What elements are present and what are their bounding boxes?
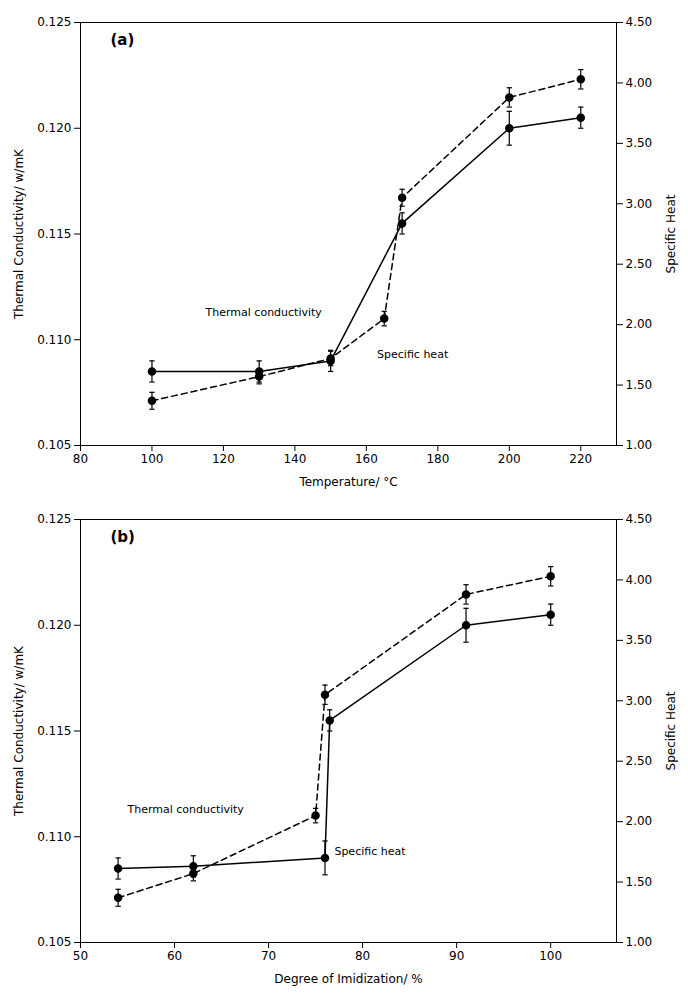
svg-text:1.50: 1.50 [626,875,653,889]
svg-text:Specific Heat: Specific Heat [664,691,678,770]
svg-text:(b): (b) [111,528,135,546]
svg-text:1.50: 1.50 [626,378,653,392]
svg-text:70: 70 [261,949,276,963]
svg-text:2.00: 2.00 [626,814,653,828]
svg-text:60: 60 [167,949,182,963]
svg-text:1.00: 1.00 [626,935,653,949]
svg-text:80: 80 [355,949,370,963]
svg-text:0.105: 0.105 [37,438,71,452]
svg-text:Specific heat: Specific heat [334,845,406,858]
svg-text:0.105: 0.105 [37,935,71,949]
svg-text:220: 220 [569,452,592,466]
svg-text:0.125: 0.125 [37,15,71,29]
svg-text:Thermal Conductivity/ w/mK: Thermal Conductivity/ w/mK [12,148,26,320]
svg-text:0.115: 0.115 [37,724,71,738]
svg-text:Temperature/ °C: Temperature/ °C [298,475,397,489]
svg-text:50: 50 [73,949,88,963]
svg-text:100: 100 [141,452,164,466]
svg-text:4.00: 4.00 [626,76,653,90]
svg-text:Specific heat: Specific heat [377,348,449,361]
svg-text:3.00: 3.00 [626,694,653,708]
svg-text:Thermal conductivity: Thermal conductivity [127,803,245,816]
svg-text:4.50: 4.50 [626,512,653,526]
svg-text:Thermal conductivity: Thermal conductivity [205,306,323,319]
svg-text:120: 120 [212,452,235,466]
svg-text:0.115: 0.115 [37,227,71,241]
svg-text:4.00: 4.00 [626,573,653,587]
svg-text:Thermal Conductivity/ w/mK: Thermal Conductivity/ w/mK [12,645,26,817]
svg-text:3.50: 3.50 [626,633,653,647]
svg-text:100: 100 [539,949,562,963]
svg-text:4.50: 4.50 [626,15,653,29]
svg-text:160: 160 [355,452,378,466]
svg-text:180: 180 [426,452,449,466]
svg-text:0.125: 0.125 [37,512,71,526]
svg-text:(a): (a) [111,31,135,49]
svg-text:1.00: 1.00 [626,438,653,452]
svg-text:2.50: 2.50 [626,257,653,271]
svg-text:0.110: 0.110 [37,830,71,844]
svg-text:3.50: 3.50 [626,136,653,150]
svg-text:2.00: 2.00 [626,317,653,331]
svg-text:80: 80 [73,452,88,466]
svg-text:0.120: 0.120 [37,121,71,135]
svg-text:90: 90 [449,949,464,963]
svg-text:0.120: 0.120 [37,618,71,632]
svg-text:2.50: 2.50 [626,754,653,768]
svg-text:3.00: 3.00 [626,197,653,211]
svg-text:140: 140 [283,452,306,466]
svg-text:200: 200 [498,452,521,466]
svg-text:Specific Heat: Specific Heat [664,194,678,273]
svg-text:Degree of Imidization/ %: Degree of Imidization/ % [274,972,422,986]
svg-text:0.110: 0.110 [37,333,71,347]
